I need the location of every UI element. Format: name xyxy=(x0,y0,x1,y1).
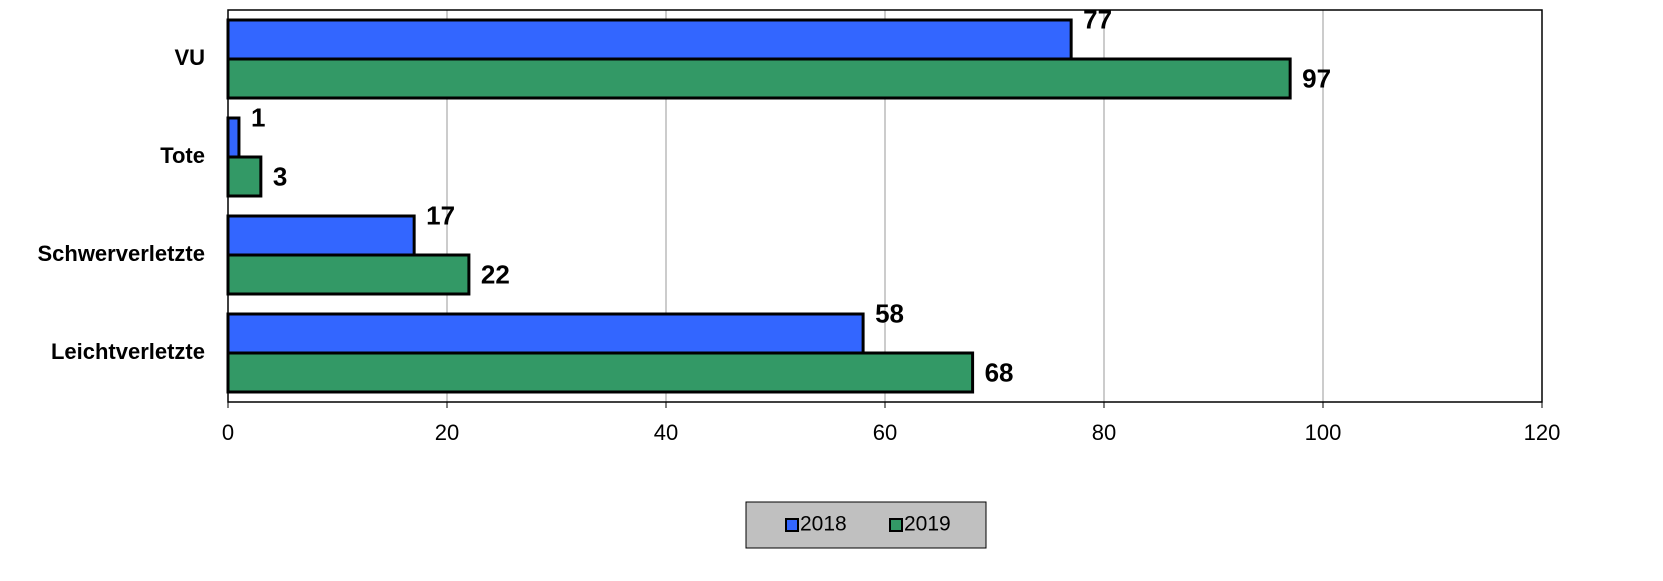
x-tick-label: 80 xyxy=(1092,420,1116,445)
x-tick-label: 60 xyxy=(873,420,897,445)
y-tick-label: Tote xyxy=(160,143,205,168)
value-label: 77 xyxy=(1083,4,1112,34)
bar xyxy=(226,116,241,159)
y-tick-label: VU xyxy=(174,45,205,70)
y-tick-label: Schwerverletzte xyxy=(37,241,205,266)
legend-swatch xyxy=(785,518,799,532)
x-tick-label: 0 xyxy=(222,420,234,445)
x-tick-label: 40 xyxy=(654,420,678,445)
value-label: 1 xyxy=(251,102,265,132)
plot-border xyxy=(227,9,1543,403)
bar xyxy=(226,214,416,257)
value-label: 3 xyxy=(273,161,287,191)
bar xyxy=(226,155,263,198)
x-tick-label: 20 xyxy=(435,420,459,445)
legend-swatch xyxy=(889,518,903,532)
y-tick-label: Leichtverletzte xyxy=(51,339,205,364)
legend-label: 2018 xyxy=(800,513,847,536)
value-label: 17 xyxy=(426,200,455,230)
bar xyxy=(226,57,1292,100)
bar xyxy=(226,18,1073,61)
x-tick-label: 100 xyxy=(1305,420,1342,445)
bar xyxy=(226,312,865,355)
bar xyxy=(226,351,975,394)
x-tick-label: 120 xyxy=(1524,420,1561,445)
legend-label: 2019 xyxy=(904,513,951,536)
value-label: 97 xyxy=(1302,63,1331,93)
value-label: 58 xyxy=(875,298,904,328)
value-label: 22 xyxy=(481,259,510,289)
bar xyxy=(226,253,471,296)
value-label: 68 xyxy=(985,357,1014,387)
